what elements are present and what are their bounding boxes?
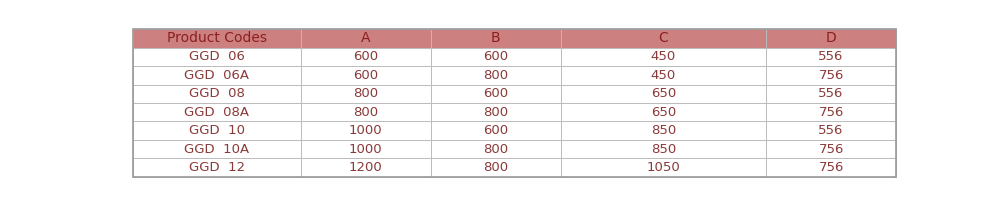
Text: A: A (361, 31, 370, 45)
Text: 650: 650 (651, 87, 676, 100)
Bar (766, 103, 896, 121)
Bar (431, 103, 561, 121)
Bar (561, 103, 766, 121)
Bar (301, 103, 431, 121)
Text: 800: 800 (353, 106, 378, 119)
Text: 556: 556 (818, 87, 844, 100)
Bar (301, 140, 431, 158)
Text: 600: 600 (353, 50, 378, 63)
Bar (766, 66, 896, 85)
Bar (766, 48, 896, 66)
Bar (133, 48, 301, 66)
Bar (133, 121, 301, 140)
Bar (561, 85, 766, 103)
Bar (561, 158, 766, 177)
Bar (133, 85, 301, 103)
Text: 800: 800 (483, 161, 508, 174)
Bar (301, 121, 431, 140)
Text: 600: 600 (483, 87, 508, 100)
Bar (431, 121, 561, 140)
Text: 756: 756 (818, 106, 844, 119)
Bar (431, 140, 561, 158)
Text: 800: 800 (483, 69, 508, 82)
Bar (561, 66, 766, 85)
Bar (561, 48, 766, 66)
Text: 556: 556 (818, 124, 844, 137)
Bar (301, 29, 431, 48)
Text: GGD  06A: GGD 06A (184, 69, 249, 82)
Bar (133, 158, 301, 177)
Text: 1000: 1000 (349, 143, 382, 156)
Text: GGD  10A: GGD 10A (184, 143, 249, 156)
Bar (766, 85, 896, 103)
Text: Product Codes: Product Codes (167, 31, 267, 45)
Text: 800: 800 (353, 87, 378, 100)
Bar (133, 140, 301, 158)
Bar (301, 85, 431, 103)
Text: 800: 800 (483, 143, 508, 156)
Text: 600: 600 (483, 50, 508, 63)
Text: 600: 600 (353, 69, 378, 82)
Bar (431, 85, 561, 103)
Text: 756: 756 (818, 143, 844, 156)
Text: 1200: 1200 (349, 161, 382, 174)
Bar (561, 121, 766, 140)
Bar (431, 66, 561, 85)
Bar (431, 158, 561, 177)
Text: 850: 850 (651, 124, 676, 137)
Text: GGD  10: GGD 10 (189, 124, 245, 137)
Bar (766, 121, 896, 140)
Bar (766, 158, 896, 177)
Text: 1000: 1000 (349, 124, 382, 137)
Bar (561, 140, 766, 158)
Text: GGD  12: GGD 12 (189, 161, 245, 174)
Text: B: B (491, 31, 500, 45)
Text: 556: 556 (818, 50, 844, 63)
Bar (301, 158, 431, 177)
Text: 756: 756 (818, 69, 844, 82)
Bar (301, 66, 431, 85)
Bar (431, 48, 561, 66)
Bar (766, 29, 896, 48)
Bar (431, 29, 561, 48)
Text: 650: 650 (651, 106, 676, 119)
Text: GGD  08: GGD 08 (189, 87, 245, 100)
Text: GGD  06: GGD 06 (189, 50, 245, 63)
Text: D: D (826, 31, 836, 45)
Bar (766, 140, 896, 158)
Text: 756: 756 (818, 161, 844, 174)
Bar (301, 48, 431, 66)
Text: 800: 800 (483, 106, 508, 119)
Bar (133, 29, 301, 48)
Bar (133, 103, 301, 121)
Bar (133, 66, 301, 85)
Text: 600: 600 (483, 124, 508, 137)
Text: 450: 450 (651, 69, 676, 82)
Text: 450: 450 (651, 50, 676, 63)
Text: 1050: 1050 (646, 161, 680, 174)
Text: GGD  08A: GGD 08A (184, 106, 249, 119)
Bar (561, 29, 766, 48)
Text: C: C (658, 31, 668, 45)
Text: 850: 850 (651, 143, 676, 156)
